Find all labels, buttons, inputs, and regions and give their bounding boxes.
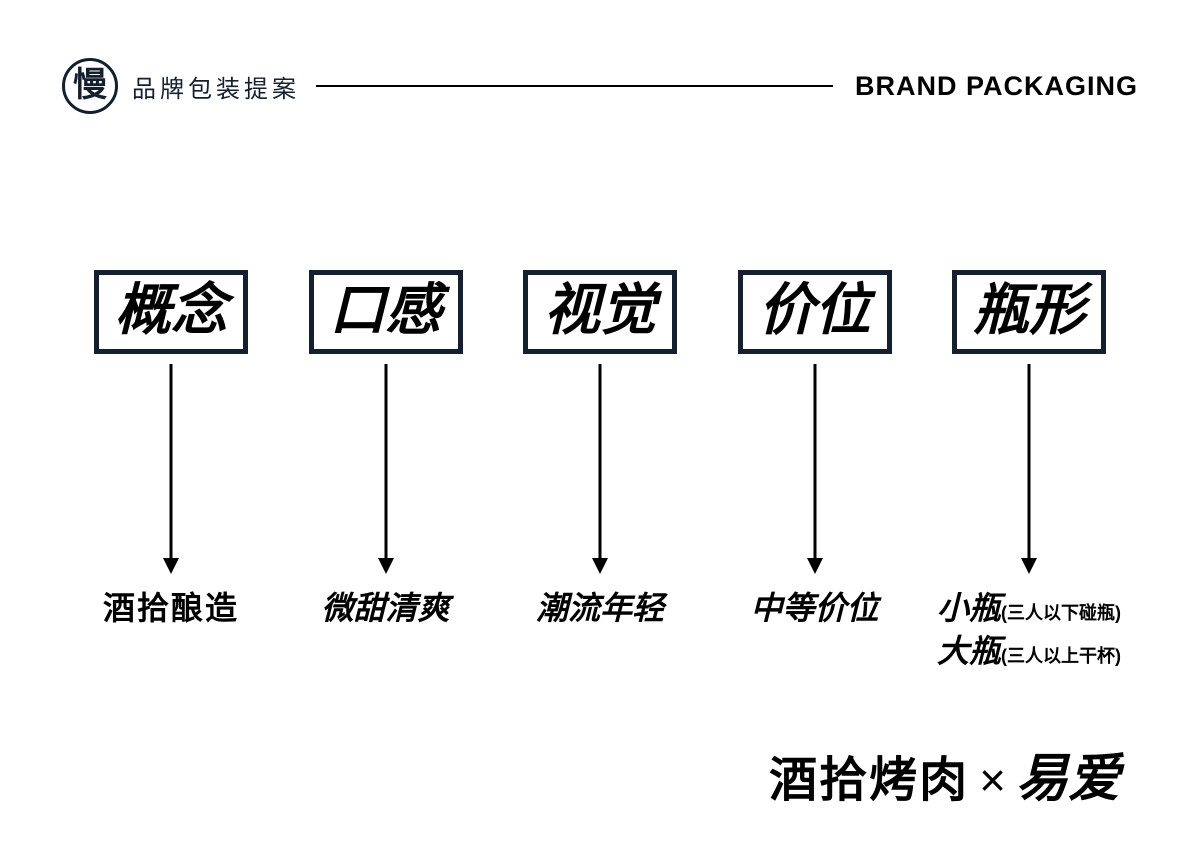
header-divider: [316, 85, 833, 87]
diagram-col-1: 口感 微甜清爽: [287, 270, 485, 673]
diagram-desc-4: 小瓶(三人以下碰瓶) 大瓶(三人以上干杯): [937, 587, 1121, 673]
diagram-desc-1: 微甜清爽: [321, 587, 449, 630]
diagram-box-1: 口感: [309, 270, 463, 354]
diagram-box-0: 概念: [94, 270, 248, 354]
logo-char: 慢: [73, 69, 107, 103]
diagram-box-3: 价位: [738, 270, 892, 354]
arrow-down-icon: [374, 364, 398, 574]
footer-brand-left: 酒拾烤肉: [769, 740, 969, 810]
arrow-1: [374, 362, 398, 577]
desc4-note0: (三人以下碰瓶): [1001, 603, 1121, 623]
arrow-4: [1017, 362, 1041, 577]
diagram-col-0: 概念 酒拾酿造: [72, 270, 270, 673]
footer-brand-right: 易爱: [1016, 736, 1120, 811]
diagram-desc-3: 中等价位: [750, 587, 878, 630]
header-right-label: BRAND PACKAGING: [855, 71, 1138, 102]
arrow-down-icon: [803, 364, 827, 574]
diagram-col-4: 瓶形 小瓶(三人以下碰瓶) 大瓶(三人以上干杯): [930, 270, 1128, 673]
arrow-down-icon: [588, 364, 612, 574]
logo-circle: 慢: [62, 58, 118, 114]
arrow-down-icon: [159, 364, 183, 574]
diagram-desc-2: 潮流年轻: [536, 587, 664, 630]
desc4-main1: 大瓶: [937, 633, 1001, 669]
arrow-down-icon: [1017, 364, 1041, 574]
arrow-0: [159, 362, 183, 577]
diagram-desc-0: 酒拾酿造: [103, 587, 239, 630]
diagram-col-2: 视觉 潮流年轻: [501, 270, 699, 673]
footer: 酒拾烤肉 × 易爱: [769, 736, 1120, 811]
arrow-2: [588, 362, 612, 577]
diagram-box-4: 瓶形: [952, 270, 1106, 354]
header-title: 品牌包装提案: [132, 69, 300, 104]
diagram-col-3: 价位 中等价位: [716, 270, 914, 673]
desc4-line0: 小瓶(三人以下碰瓶): [937, 587, 1121, 630]
diagram-box-2: 视觉: [523, 270, 677, 354]
page-header: 慢 品牌包装提案 BRAND PACKAGING: [62, 58, 1138, 114]
desc4-line1: 大瓶(三人以上干杯): [937, 630, 1121, 673]
desc4-note1: (三人以上干杯): [1001, 646, 1121, 666]
desc4-main0: 小瓶: [937, 590, 1001, 626]
footer-x: ×: [979, 753, 1006, 807]
diagram: 概念 酒拾酿造 口感 微甜清爽 视觉 潮流年轻 价位: [72, 270, 1128, 673]
arrow-3: [803, 362, 827, 577]
